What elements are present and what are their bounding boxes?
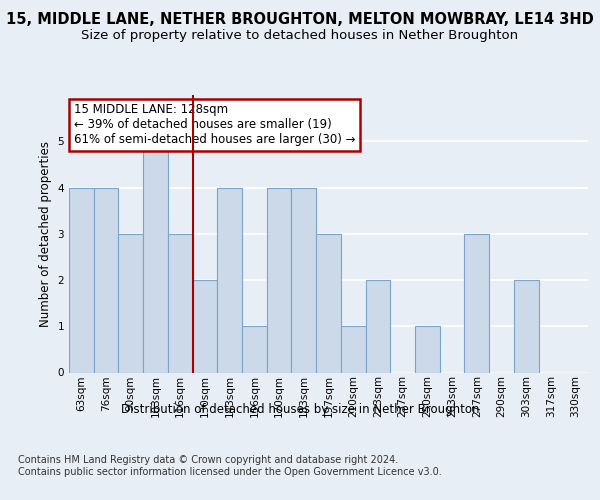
Bar [464, 234, 489, 372]
Text: 15, MIDDLE LANE, NETHER BROUGHTON, MELTON MOWBRAY, LE14 3HD: 15, MIDDLE LANE, NETHER BROUGHTON, MELTO… [6, 12, 594, 28]
Bar [415, 326, 440, 372]
Bar [69, 188, 94, 372]
Bar [514, 280, 539, 372]
Bar [316, 234, 341, 372]
Text: 15 MIDDLE LANE: 128sqm
← 39% of detached houses are smaller (19)
61% of semi-det: 15 MIDDLE LANE: 128sqm ← 39% of detached… [74, 104, 356, 146]
Bar [365, 280, 390, 372]
Bar [341, 326, 365, 372]
Bar [94, 188, 118, 372]
Bar [118, 234, 143, 372]
Bar [168, 234, 193, 372]
Bar [217, 188, 242, 372]
Bar [242, 326, 267, 372]
Bar [193, 280, 217, 372]
Y-axis label: Number of detached properties: Number of detached properties [39, 141, 52, 327]
Bar [292, 188, 316, 372]
Text: Distribution of detached houses by size in Nether Broughton: Distribution of detached houses by size … [121, 402, 479, 415]
Bar [267, 188, 292, 372]
Text: Contains HM Land Registry data © Crown copyright and database right 2024.
Contai: Contains HM Land Registry data © Crown c… [18, 455, 442, 476]
Text: Size of property relative to detached houses in Nether Broughton: Size of property relative to detached ho… [82, 29, 518, 42]
Bar [143, 141, 168, 372]
